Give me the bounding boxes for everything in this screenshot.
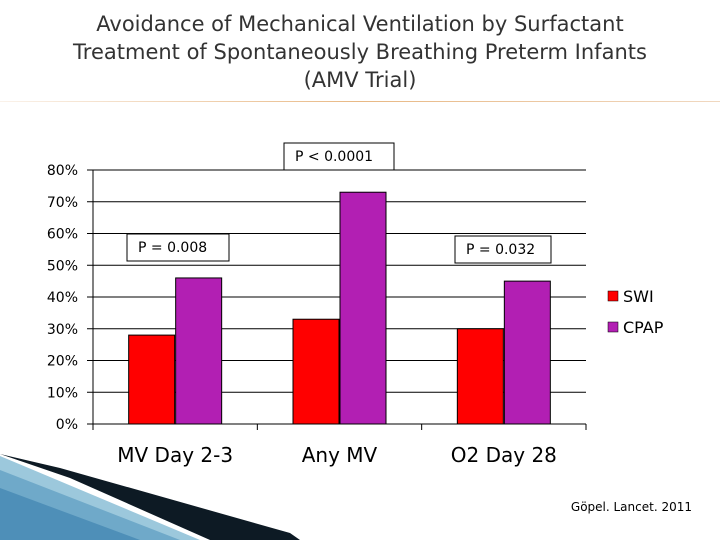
p-value-label: P = 0.032 [466,242,535,258]
x-tick-label: O2 Day 28 [451,443,557,467]
legend-label-swi: SWI [623,287,654,306]
y-tick-label: 10% [47,385,78,401]
title-line-2: Treatment of Spontaneously Breathing Pre… [73,40,647,64]
bar-swi [456,328,504,425]
y-tick-label: 50% [47,258,78,274]
p-value-label: P = 0.008 [138,240,207,256]
y-tick-label: 70% [47,195,78,211]
bar-cpap [339,191,387,425]
bar-swi [128,334,176,425]
p-value-box [283,142,395,171]
y-tick-label: 0% [56,417,78,433]
x-tick-label: MV Day 2-3 [117,443,233,467]
title-divider [0,101,720,102]
bar-swi [292,318,340,425]
y-tick-label: 40% [47,290,78,306]
title-line-3: (AMV Trial) [303,68,417,92]
y-tick-label: 80% [47,163,78,179]
bar-cpap [175,277,223,425]
bar-cpap [503,280,551,425]
legend-swatch-cpap [607,321,619,333]
slide-title: Avoidance of Mechanical Ventilation by S… [0,10,720,94]
p-value-box [454,235,552,264]
legend-label-cpap: CPAP [623,318,664,337]
x-tick-label: Any MV [302,443,378,467]
y-tick-label: 60% [47,227,78,243]
y-tick-label: 20% [47,354,78,370]
legend-swatch-swi [607,290,619,302]
title-line-1: Avoidance of Mechanical Ventilation by S… [96,12,624,36]
p-value-label: P < 0.0001 [295,149,373,165]
p-value-box [126,233,230,262]
citation: Göpel. Lancet. 2011 [570,500,692,514]
y-tick-label: 30% [47,322,78,338]
